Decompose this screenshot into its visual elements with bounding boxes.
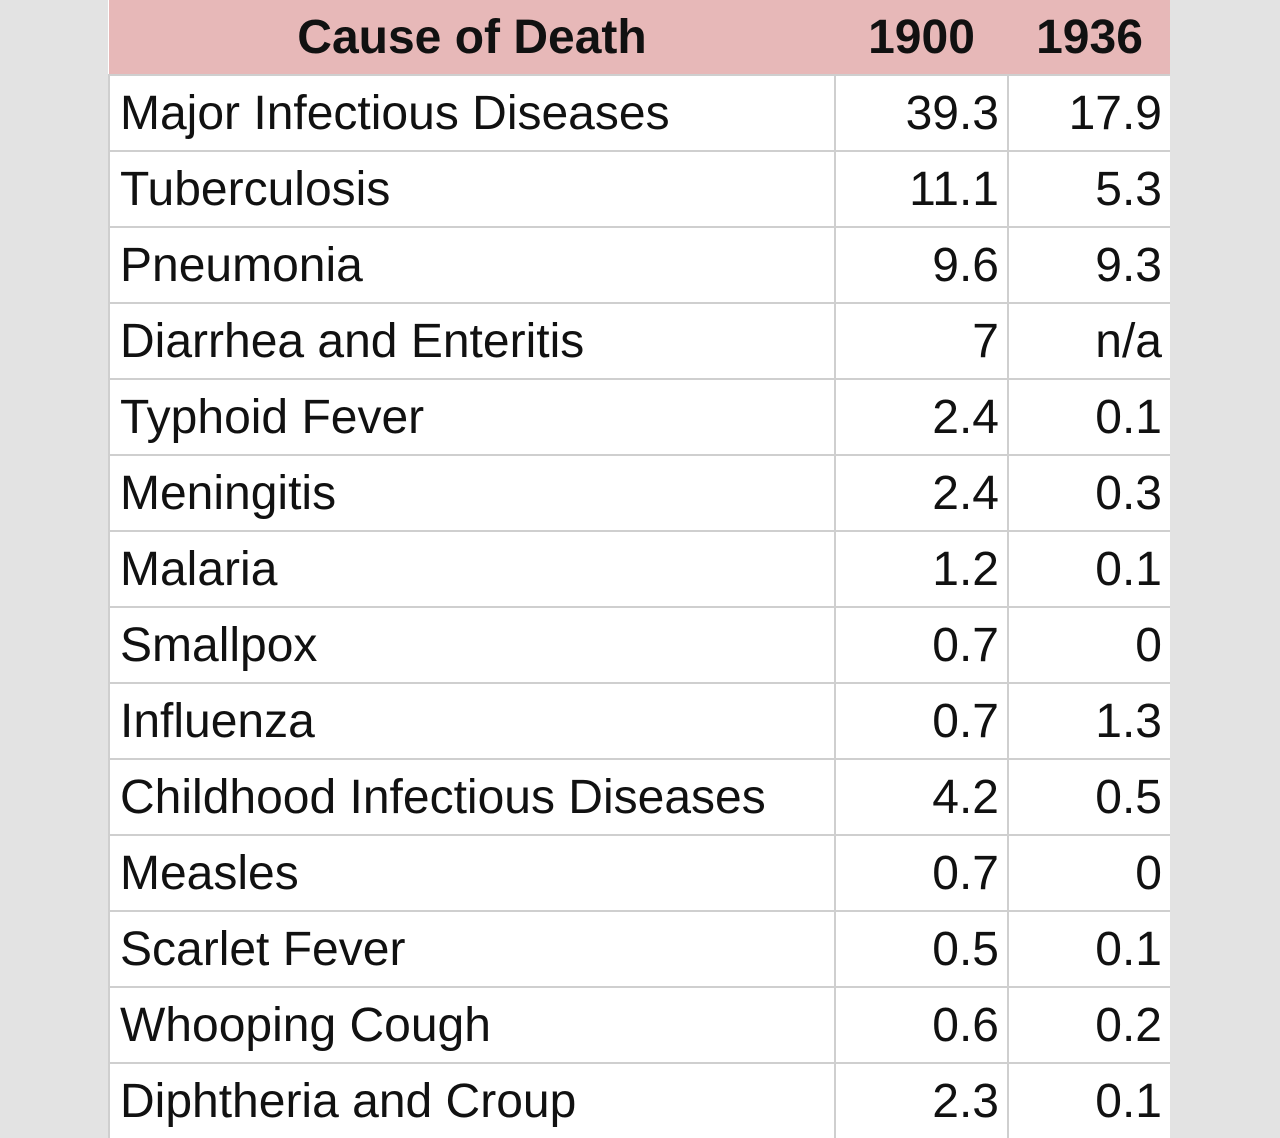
- value-1900-cell: 0.7: [834, 682, 1009, 759]
- cause-cell: Whooping Cough: [108, 986, 836, 1063]
- cause-cell: Pneumonia: [108, 226, 836, 303]
- value-1936-cell: 0: [1007, 606, 1170, 683]
- cause-cell: Meningitis: [108, 454, 836, 531]
- value-1936-cell: 0.1: [1007, 378, 1170, 455]
- data-table-container: Cause of Death 1900 1936 Major Infectiou…: [108, 0, 1170, 1138]
- table-row: Tuberculosis 11.1 5.3: [108, 150, 1170, 227]
- column-header-1936: 1936: [1008, 0, 1170, 75]
- header-row: Cause of Death 1900 1936: [109, 0, 1170, 75]
- value-1900-cell: 0.7: [834, 834, 1009, 911]
- table-row: Diarrhea and Enteritis 7 n/a: [108, 302, 1170, 379]
- table-row: Malaria 1.2 0.1: [108, 530, 1170, 607]
- value-1900-cell: 0.6: [834, 986, 1009, 1063]
- value-1936-cell: 0.1: [1007, 1062, 1170, 1138]
- cause-cell: Major Infectious Diseases: [108, 74, 836, 151]
- cause-of-death-table: Cause of Death 1900 1936 Major Infectiou…: [108, 0, 1170, 1138]
- cause-cell: Childhood Infectious Diseases: [108, 758, 836, 835]
- value-1936-cell: 9.3: [1007, 226, 1170, 303]
- value-1900-cell: 11.1: [834, 150, 1009, 227]
- table-row: Smallpox 0.7 0: [108, 606, 1170, 683]
- table-row: Scarlet Fever 0.5 0.1: [108, 910, 1170, 987]
- value-1900-cell: 2.4: [834, 378, 1009, 455]
- table-row: Whooping Cough 0.6 0.2: [108, 986, 1170, 1063]
- value-1900-cell: 0.5: [834, 910, 1009, 987]
- value-1900-cell: 2.3: [834, 1062, 1009, 1138]
- table-row: Measles 0.7 0: [108, 834, 1170, 911]
- table-row: Influenza 0.7 1.3: [108, 682, 1170, 759]
- value-1936-cell: 0.1: [1007, 910, 1170, 987]
- cause-cell: Malaria: [108, 530, 836, 607]
- cause-cell: Influenza: [108, 682, 836, 759]
- table-body: Major Infectious Diseases 39.3 17.9 Tubercu…: [108, 74, 1170, 1138]
- value-1900-cell: 39.3: [834, 74, 1009, 151]
- table-row: Childhood Infectious Diseases 4.2 0.5: [108, 758, 1170, 835]
- cause-cell: Smallpox: [108, 606, 836, 683]
- cause-cell: Typhoid Fever: [108, 378, 836, 455]
- cause-cell: Tuberculosis: [108, 150, 836, 227]
- value-1936-cell: 1.3: [1007, 682, 1170, 759]
- value-1936-cell: 0.1: [1007, 530, 1170, 607]
- cause-cell: Diarrhea and Enteritis: [108, 302, 836, 379]
- cause-cell: Measles: [108, 834, 836, 911]
- table-row: Diphtheria and Croup 2.3 0.1: [108, 1062, 1170, 1138]
- table-row: Meningitis 2.4 0.3: [108, 454, 1170, 531]
- table-row: Typhoid Fever 2.4 0.1: [108, 378, 1170, 455]
- value-1900-cell: 2.4: [834, 454, 1009, 531]
- value-1936-cell: n/a: [1007, 302, 1170, 379]
- column-header-cause: Cause of Death: [109, 0, 835, 75]
- value-1936-cell: 17.9: [1007, 74, 1170, 151]
- value-1936-cell: 0.2: [1007, 986, 1170, 1063]
- value-1900-cell: 4.2: [834, 758, 1009, 835]
- cause-cell: Scarlet Fever: [108, 910, 836, 987]
- value-1936-cell: 0.5: [1007, 758, 1170, 835]
- table-row: Major Infectious Diseases 39.3 17.9: [108, 74, 1170, 151]
- value-1900-cell: 0.7: [834, 606, 1009, 683]
- cause-cell: Diphtheria and Croup: [108, 1062, 836, 1138]
- value-1936-cell: 5.3: [1007, 150, 1170, 227]
- value-1900-cell: 9.6: [834, 226, 1009, 303]
- column-header-1900: 1900: [835, 0, 1008, 75]
- table-row: Pneumonia 9.6 9.3: [108, 226, 1170, 303]
- value-1900-cell: 1.2: [834, 530, 1009, 607]
- value-1900-cell: 7: [834, 302, 1009, 379]
- value-1936-cell: 0.3: [1007, 454, 1170, 531]
- value-1936-cell: 0: [1007, 834, 1170, 911]
